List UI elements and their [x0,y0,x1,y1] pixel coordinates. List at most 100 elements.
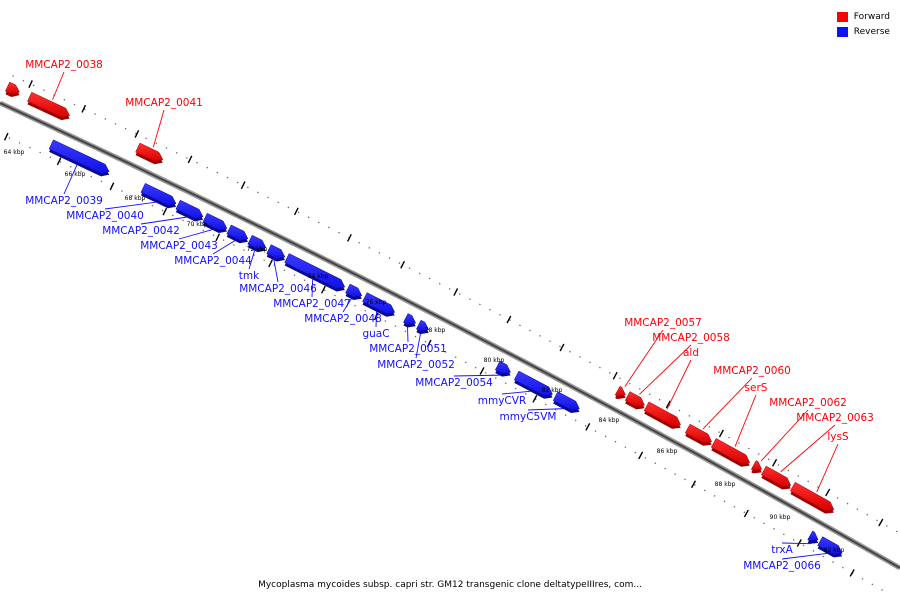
outer-ring-tick [612,371,618,380]
gene-arrow-mmcap2-0062 [750,460,763,471]
gene-label-mmcap2-0041: MMCAP2_0041 [125,97,203,109]
gene-leader-line [734,394,757,447]
gene-label-sers: serS [745,382,768,394]
gene-leader-line [702,377,753,430]
outer-ring-tick [665,400,671,409]
scale-tick-label: 80 kbp [484,357,505,364]
outer-ring-tick [506,315,512,324]
gene-leader-line [140,216,188,225]
gene-arrow-mmcap2-0046 [266,244,286,259]
legend-swatch-forward [836,11,848,22]
inner-ring-tick [690,480,697,489]
gene-label-mmcap2-0051: MMCAP2_0051 [369,343,447,355]
gene-leader-line [63,164,78,195]
gene-arrow-ald [643,401,681,427]
scale-tick-label: 84 kbp [599,417,620,424]
gene-label-mmcap2-0038: MMCAP2_0038 [25,59,103,71]
outer-ring-tick [187,155,193,164]
outer-ring-tick [559,343,565,352]
scale-tick-label: 90 kbp [770,514,791,521]
scale-tick-label: 82 kbp [542,387,563,394]
gene-label-mmcap2-0046: MMCAP2_0046 [239,283,317,295]
inner-ring-tick [585,423,591,431]
outer-ring-tick [293,207,299,216]
gene-leader-line [248,249,256,270]
gene-leader-line [453,374,501,377]
outer-ring-tick [28,80,33,88]
scale-tick-label: 64 kbp [4,149,25,156]
gene-leader-line [104,201,157,210]
legend: Forward Reverse [836,9,890,39]
gene-label-lyss: lysS [827,431,849,443]
gene-leader-line [212,239,236,255]
outer-ring-tick [825,488,831,497]
gene-leader-line [415,333,421,359]
inner-ring-tick [743,509,749,518]
gene-leader-line [342,298,353,313]
outer-ring-tick [718,429,724,438]
scale-tick-label: 86 kbp [657,448,678,455]
gene-label-mmycvr: mmyCVR [478,395,526,407]
gene-label-mmcap2-0052: MMCAP2_0052 [377,359,455,371]
gene-leader-line [501,390,532,395]
gene-label-mmcap2-0039: MMCAP2_0039 [25,195,103,207]
gene-arrow-mmcap2-0042 [175,199,204,219]
gene-arrow-sers [710,438,751,464]
scale-tick-label: 92 kbp [824,547,845,554]
inner-ring-tick [162,207,168,216]
gene-arrow-mmycvr [513,370,553,396]
gene-leader-line [311,278,314,298]
gene-leader-line [375,310,378,328]
outer-ring-tick [81,104,87,113]
gene-label-mmcap2-0044: MMCAP2_0044 [174,255,252,267]
gene-arrow-mmcap2-0043 [202,212,228,231]
gene-arrow-mmcap2-0057 [614,385,626,397]
gene-label-mmcap2-0060: MMCAP2_0060 [713,365,791,377]
gene-label-mmcap2-0047: MMCAP2_0047 [273,298,351,310]
inner-ring-tick [426,339,432,348]
gene-label-mmcap2-0043: MMCAP2_0043 [140,240,218,252]
gene-leader-line [760,409,809,462]
gene-arrow-mmcap2-0038 [27,91,71,118]
scale-tick-label: 76 kbp [366,299,387,306]
gene-leader-line [780,424,836,473]
scale-tick-label: 74 kbp [308,273,329,280]
gene-arrow-mmcap2-0039 [48,139,110,174]
gene-label-mmcap2-0048: MMCAP2_0048 [304,313,382,325]
gene-arrow-mmcap2-0044 [226,224,249,241]
legend-item-reverse: Reverse [836,24,890,39]
gene-label-mmcap2-0057: MMCAP2_0057 [624,317,702,329]
gene-arrow-mmcap2-0052 [416,319,430,332]
gene-arrow-mmcap2-0058 [624,391,645,407]
inner-ring-tick [109,182,115,191]
legend-item-forward: Forward [836,9,890,24]
gene-leader-line [666,359,692,410]
scale-tick-label: 88 kbp [715,481,736,488]
inner-ring-tick [849,569,855,577]
scale-tick-label: 70 kbp [187,221,208,228]
gene-arrow-mmcap2-0040 [140,183,177,206]
gene-leader-line [527,408,565,411]
outer-ring-tick [240,181,246,190]
outer-ring-tick [772,458,778,467]
gene-leader-line [52,71,65,100]
scale-tick-label: 72 kbp [247,246,268,253]
gene-label-mmcap2-0058: MMCAP2_0058 [652,332,730,344]
gene-arrow-tmk [247,234,267,250]
gene-arrow-mmcap2-0048 [345,283,363,298]
inner-ring-tick [321,285,326,294]
gene-arrow-mmcap2-0047 [284,253,346,289]
gene-arrow-mmcap2-0051 [403,313,417,325]
gene-leader-line [152,109,165,148]
backbone-shadow [0,100,900,571]
gene-arrow-unnamed [5,81,20,95]
inner-ring-tick [479,367,485,375]
gene-label-mmcap2-0063: MMCAP2_0063 [796,412,874,424]
gene-leader-line [816,443,839,493]
outer-ring-tick [347,233,352,242]
scale-tick-label: 78 kbp [425,327,446,334]
gene-label-ald: ald [683,347,699,359]
gene-leader-line [781,552,828,560]
